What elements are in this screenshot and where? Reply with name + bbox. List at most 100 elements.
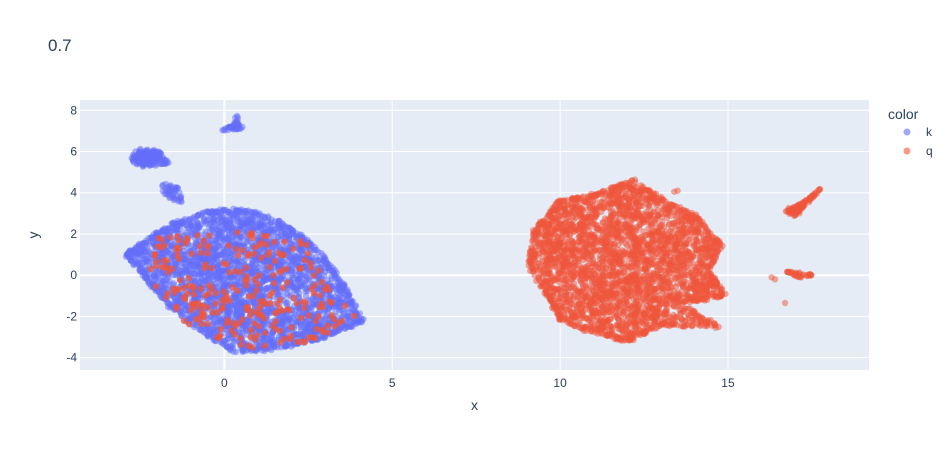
data-point	[198, 269, 206, 277]
data-point	[287, 315, 294, 322]
data-point	[215, 231, 222, 238]
data-point	[232, 302, 239, 310]
data-point	[144, 146, 151, 153]
data-point	[167, 182, 174, 189]
data-point	[193, 258, 201, 265]
data-point	[251, 209, 258, 216]
data-point	[289, 272, 296, 279]
data-point	[658, 221, 665, 229]
data-point	[337, 294, 344, 301]
data-point	[156, 288, 163, 296]
data-point	[220, 126, 228, 133]
data-point	[243, 208, 250, 215]
data-point	[278, 318, 286, 325]
data-point	[127, 257, 135, 264]
data-point	[125, 249, 132, 257]
data-point	[345, 313, 352, 320]
data-point	[229, 220, 237, 228]
data-point	[261, 347, 268, 355]
data-point	[243, 221, 251, 229]
data-point	[214, 261, 222, 269]
data-point	[236, 238, 243, 245]
data-point	[282, 244, 290, 252]
data-point	[320, 334, 327, 342]
data-point	[225, 231, 233, 238]
data-point	[188, 258, 195, 265]
data-point	[285, 224, 292, 231]
data-point	[225, 236, 232, 243]
data-point	[278, 232, 285, 239]
data-point	[139, 163, 147, 170]
data-point	[158, 227, 165, 234]
data-point	[353, 320, 360, 327]
data-point	[218, 219, 225, 226]
data-point	[336, 288, 343, 295]
data-points	[122, 112, 824, 356]
data-point	[352, 303, 359, 310]
data-point	[576, 237, 584, 245]
data-point	[220, 206, 227, 214]
data-point	[296, 231, 304, 238]
data-point	[224, 335, 231, 343]
data-point	[344, 289, 351, 296]
data-point	[297, 324, 304, 331]
data-point	[346, 323, 353, 330]
data-point	[574, 294, 582, 301]
data-point	[268, 332, 275, 339]
data-point	[261, 214, 268, 221]
data-point	[137, 266, 145, 274]
data-point	[298, 272, 305, 280]
data-point	[232, 312, 239, 319]
data-point	[239, 348, 246, 355]
data-point	[230, 348, 237, 355]
data-point	[195, 222, 202, 230]
data-point	[230, 215, 237, 222]
data-point	[133, 260, 140, 267]
data-point	[144, 255, 151, 263]
data-point	[169, 220, 176, 228]
data-point	[167, 246, 174, 253]
data-point	[172, 184, 179, 191]
data-point	[241, 228, 248, 235]
data-point	[237, 221, 244, 228]
data-point	[161, 190, 168, 198]
data-point	[234, 207, 241, 215]
data-point	[214, 275, 221, 282]
data-point	[241, 297, 248, 304]
data-point	[228, 259, 236, 267]
data-point	[247, 270, 255, 277]
data-point	[177, 299, 184, 306]
data-point	[239, 123, 246, 131]
data-point	[190, 215, 197, 222]
data-point	[303, 328, 310, 335]
data-point	[221, 248, 229, 255]
data-point	[164, 225, 171, 233]
data-point	[170, 193, 177, 200]
data-point	[206, 224, 213, 231]
data-point	[143, 275, 151, 283]
data-point	[209, 334, 216, 341]
data-point	[320, 255, 328, 262]
data-point	[334, 275, 342, 282]
data-point	[349, 297, 356, 305]
data-point	[236, 258, 243, 265]
data-point	[208, 254, 215, 262]
data-point	[188, 225, 195, 233]
data-point	[284, 258, 291, 265]
data-point	[157, 149, 164, 157]
data-point	[201, 218, 208, 225]
data-point	[265, 305, 273, 312]
data-point	[145, 248, 153, 255]
data-point	[223, 255, 230, 262]
data-point	[288, 266, 295, 273]
data-point	[137, 145, 144, 153]
data-point	[282, 343, 290, 350]
data-point	[326, 262, 334, 269]
data-point	[199, 210, 206, 217]
data-point	[311, 243, 318, 251]
data-point	[345, 308, 352, 315]
data-point	[256, 210, 263, 217]
data-point	[254, 266, 261, 273]
data-point	[166, 278, 173, 285]
